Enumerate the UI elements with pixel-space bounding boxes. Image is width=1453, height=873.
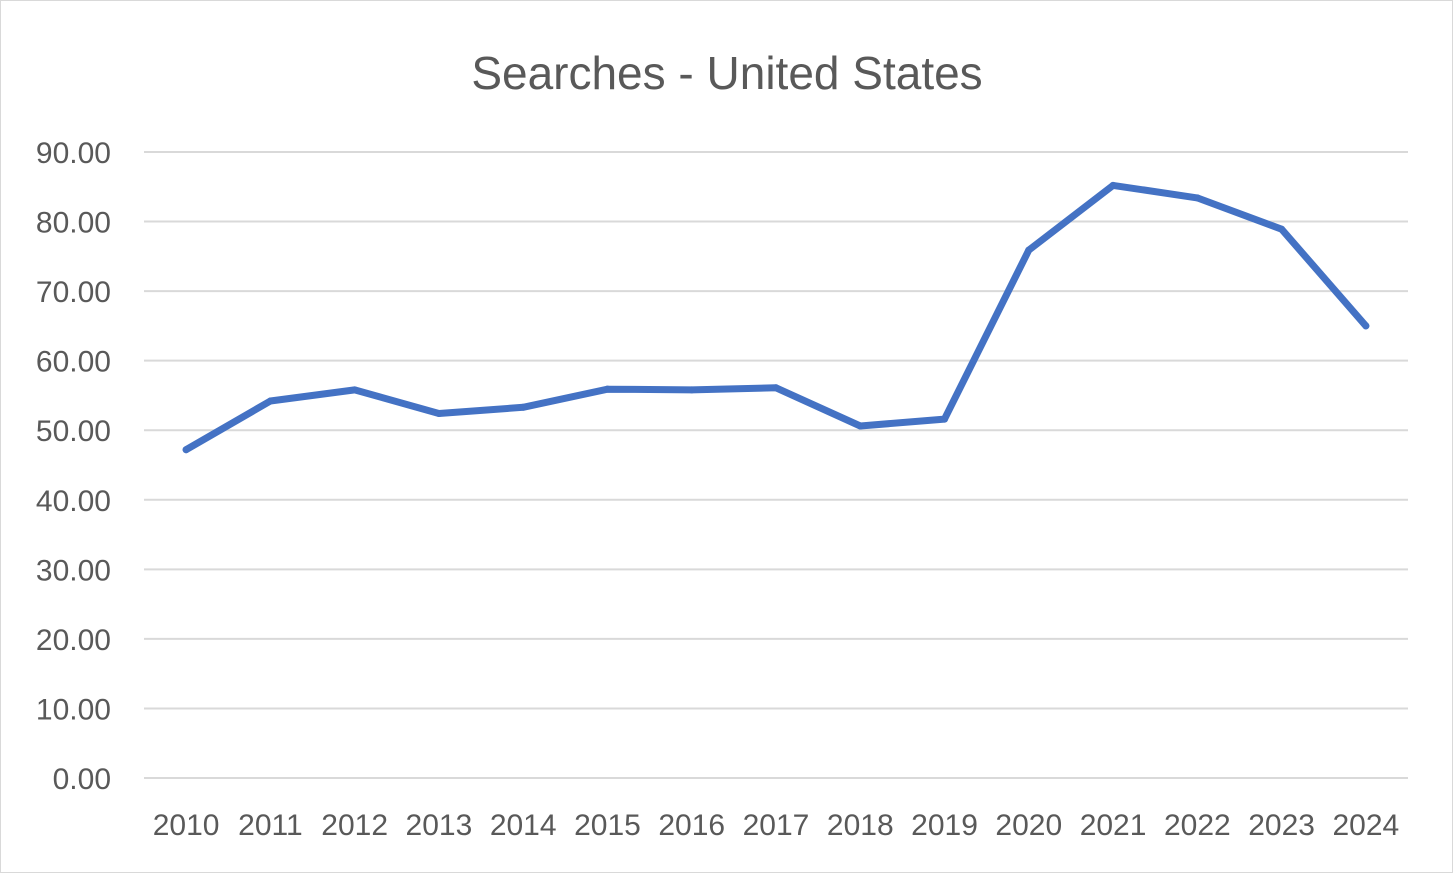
x-tick-label: 2023 [1248,809,1315,842]
x-tick-label: 2012 [321,809,388,842]
y-tick-label: 60.00 [36,346,111,379]
x-tick-label: 2020 [995,809,1062,842]
y-tick-label: 30.00 [36,554,111,587]
data-point [435,410,443,418]
x-tick-label: 2013 [406,809,473,842]
data-point [1025,246,1033,254]
x-tick-label: 2024 [1332,809,1399,842]
y-tick-label: 80.00 [36,207,111,240]
x-tick-label: 2017 [743,809,810,842]
data-point [1193,194,1201,202]
data-point [856,422,864,430]
data-point [1362,322,1370,330]
y-tick-label: 90.00 [36,137,111,170]
chart-title: Searches - United States [471,47,982,99]
data-point [603,385,611,393]
x-tick-label: 2021 [1080,809,1147,842]
x-axis-ticks: 2010 2011 2012 2013 2014 2015 2016 2017 2018 2019… [153,809,1399,842]
data-point [1278,225,1286,233]
data-point [688,386,696,394]
y-tick-label: 10.00 [36,693,111,726]
series-layer [182,181,1370,454]
data-point [182,446,190,454]
x-tick-label: 2022 [1164,809,1231,842]
x-tick-label: 2014 [490,809,557,842]
x-tick-label: 2010 [153,809,220,842]
y-tick-label: 70.00 [36,276,111,309]
data-point [351,386,359,394]
data-point [772,384,780,392]
y-tick-label: 50.00 [36,415,111,448]
x-tick-label: 2016 [658,809,725,842]
data-point [266,397,274,405]
x-tick-label: 2019 [911,809,978,842]
data-point [1109,181,1117,189]
y-axis-ticks: 0.00 10.00 20.00 30.00 40.00 50.00 60.00 70.00 8… [36,137,111,796]
x-tick-label: 2018 [827,809,894,842]
series-line [182,181,1370,454]
x-tick-label: 2011 [238,809,303,842]
data-point [519,403,527,411]
data-point [941,415,949,423]
y-tick-label: 40.00 [36,485,111,518]
y-tick-label: 20.00 [36,624,111,657]
gridlines [144,151,1408,779]
x-tick-label: 2015 [574,809,641,842]
y-tick-label: 0.00 [53,763,111,796]
